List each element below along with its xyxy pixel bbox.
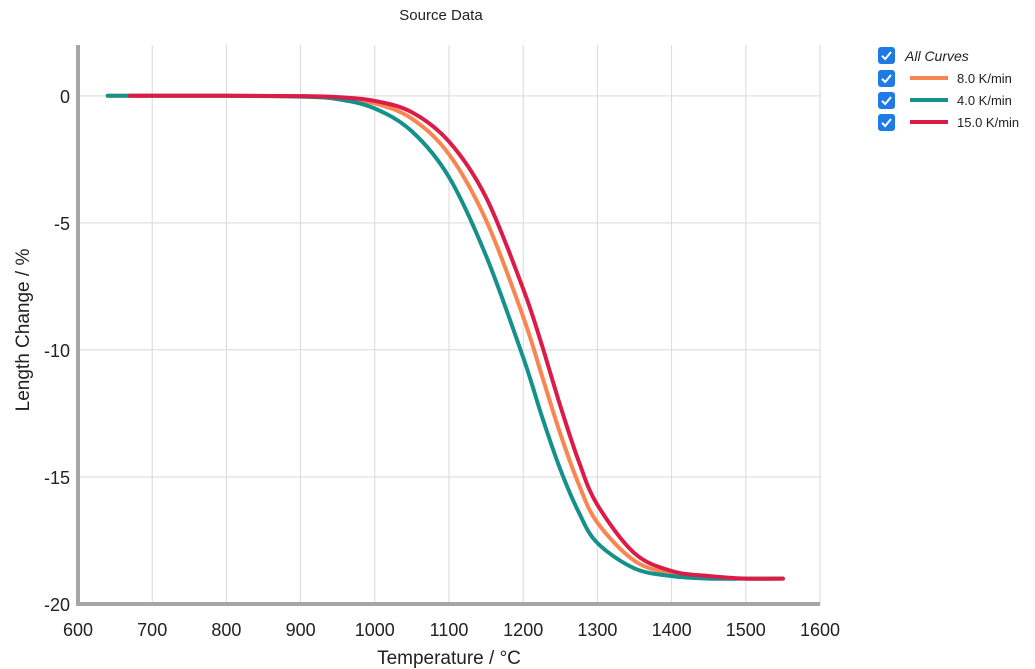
x-axis-label: Temperature / °C <box>377 648 521 669</box>
x-tick-label: 1500 <box>726 620 766 640</box>
check-icon <box>881 51 892 61</box>
legend-all-curves-label: All Curves <box>905 47 969 64</box>
grid <box>78 45 821 604</box>
tick-labels: 600 700 800 900 1000 1100 1200 1300 1400 1500 1600… <box>44 87 840 640</box>
series-line-1[interactable] <box>105 93 785 581</box>
y-axis-label: Length Change / % <box>13 249 34 412</box>
check-icon <box>881 95 892 105</box>
x-tick-label: 1200 <box>503 620 543 640</box>
legend-swatch-4-0 <box>910 98 948 102</box>
x-tick-label: 1600 <box>800 620 840 640</box>
legend-swatch-15-0 <box>910 120 948 124</box>
axes <box>76 45 820 606</box>
legend-label-8-0: 8.0 K/min <box>957 70 1012 86</box>
legend-item-15-0[interactable]: 15.0 K/min <box>878 111 1035 133</box>
legend-label-15-0: 15.0 K/min <box>957 114 1020 130</box>
checkbox-8-0[interactable] <box>878 69 895 87</box>
series-line-2[interactable] <box>127 93 785 581</box>
x-tick-label: 1400 <box>652 620 692 640</box>
x-tick-label: 1000 <box>355 620 395 640</box>
y-tick-label: 0 <box>60 87 70 107</box>
y-tick-label: -5 <box>54 214 70 234</box>
legend-item-8-0[interactable]: 8.0 K/min <box>878 67 1035 89</box>
x-tick-label: 600 <box>63 620 93 640</box>
legend: All Curves 8.0 K/min 4.0 K/min 15.0 K/mi… <box>878 44 1035 133</box>
legend-label-4-0: 4.0 K/min <box>957 92 1012 108</box>
legend-swatch-8-0 <box>910 76 948 80</box>
x-tick-label: 800 <box>211 620 241 640</box>
legend-all-curves[interactable]: All Curves <box>878 44 1035 67</box>
chart-title: Source Data <box>399 7 483 24</box>
checkbox-15-0[interactable] <box>878 113 895 131</box>
x-tick-label: 1300 <box>577 620 617 640</box>
x-tick-label: 1100 <box>430 620 469 640</box>
checkbox-4-0[interactable] <box>878 91 895 109</box>
checkbox-all-curves[interactable] <box>878 47 895 64</box>
y-tick-label: -20 <box>44 595 70 615</box>
x-tick-label: 700 <box>137 620 167 640</box>
y-tick-label: -15 <box>44 468 70 488</box>
legend-item-4-0[interactable]: 4.0 K/min <box>878 89 1035 111</box>
y-tick-label: -10 <box>44 341 70 361</box>
series-lines <box>105 93 785 581</box>
check-icon <box>881 117 892 127</box>
x-tick-label: 900 <box>286 620 316 640</box>
check-icon <box>881 73 892 83</box>
